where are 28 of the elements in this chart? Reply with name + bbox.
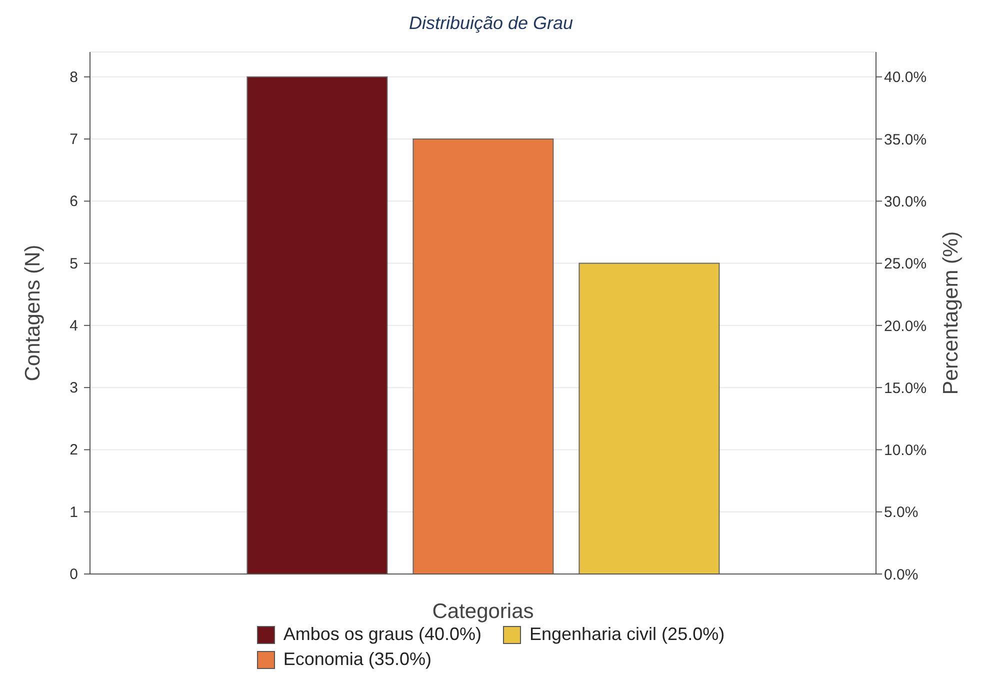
y2-tick-label: 35.0% <box>884 131 927 148</box>
legend-label: Ambos os graus (40.0%) <box>283 624 482 645</box>
y-axis-title: Contagens (N) <box>21 244 44 382</box>
y-tick-label: 5 <box>70 255 78 272</box>
legend-label: Economia (35.0%) <box>283 649 432 670</box>
y2-tick-label: 20.0% <box>884 318 927 335</box>
bar <box>412 138 554 574</box>
x-axis-title: Categorias <box>432 600 534 623</box>
y2-tick-label: 10.0% <box>884 442 927 460</box>
y-tick-label: 2 <box>70 442 78 459</box>
y2-axis-title: Percentagem (%) <box>939 231 962 395</box>
y-tick-label: 7 <box>70 131 78 148</box>
y2-tick-label: 25.0% <box>884 256 927 273</box>
y-tick-label: 0 <box>70 566 78 583</box>
bar <box>578 262 720 574</box>
y2-tick-label: 0.0% <box>884 566 918 584</box>
y2-tick-label: 30.0% <box>884 193 927 210</box>
legend-label: Engenharia civil (25.0%) <box>529 624 725 645</box>
y-tick-label: 8 <box>70 68 78 86</box>
y-tick-label: 1 <box>70 504 78 521</box>
y-tick-label: 3 <box>70 380 78 397</box>
y2-tick-label: 40.0% <box>884 69 927 86</box>
y-tick-label: 4 <box>70 317 78 334</box>
chart-title: Distribuição de Grau <box>408 12 574 35</box>
y2-tick-label: 15.0% <box>884 380 927 397</box>
y-tick-label: 6 <box>70 193 78 210</box>
bar <box>246 76 388 574</box>
y2-tick-label: 5.0% <box>884 504 918 522</box>
